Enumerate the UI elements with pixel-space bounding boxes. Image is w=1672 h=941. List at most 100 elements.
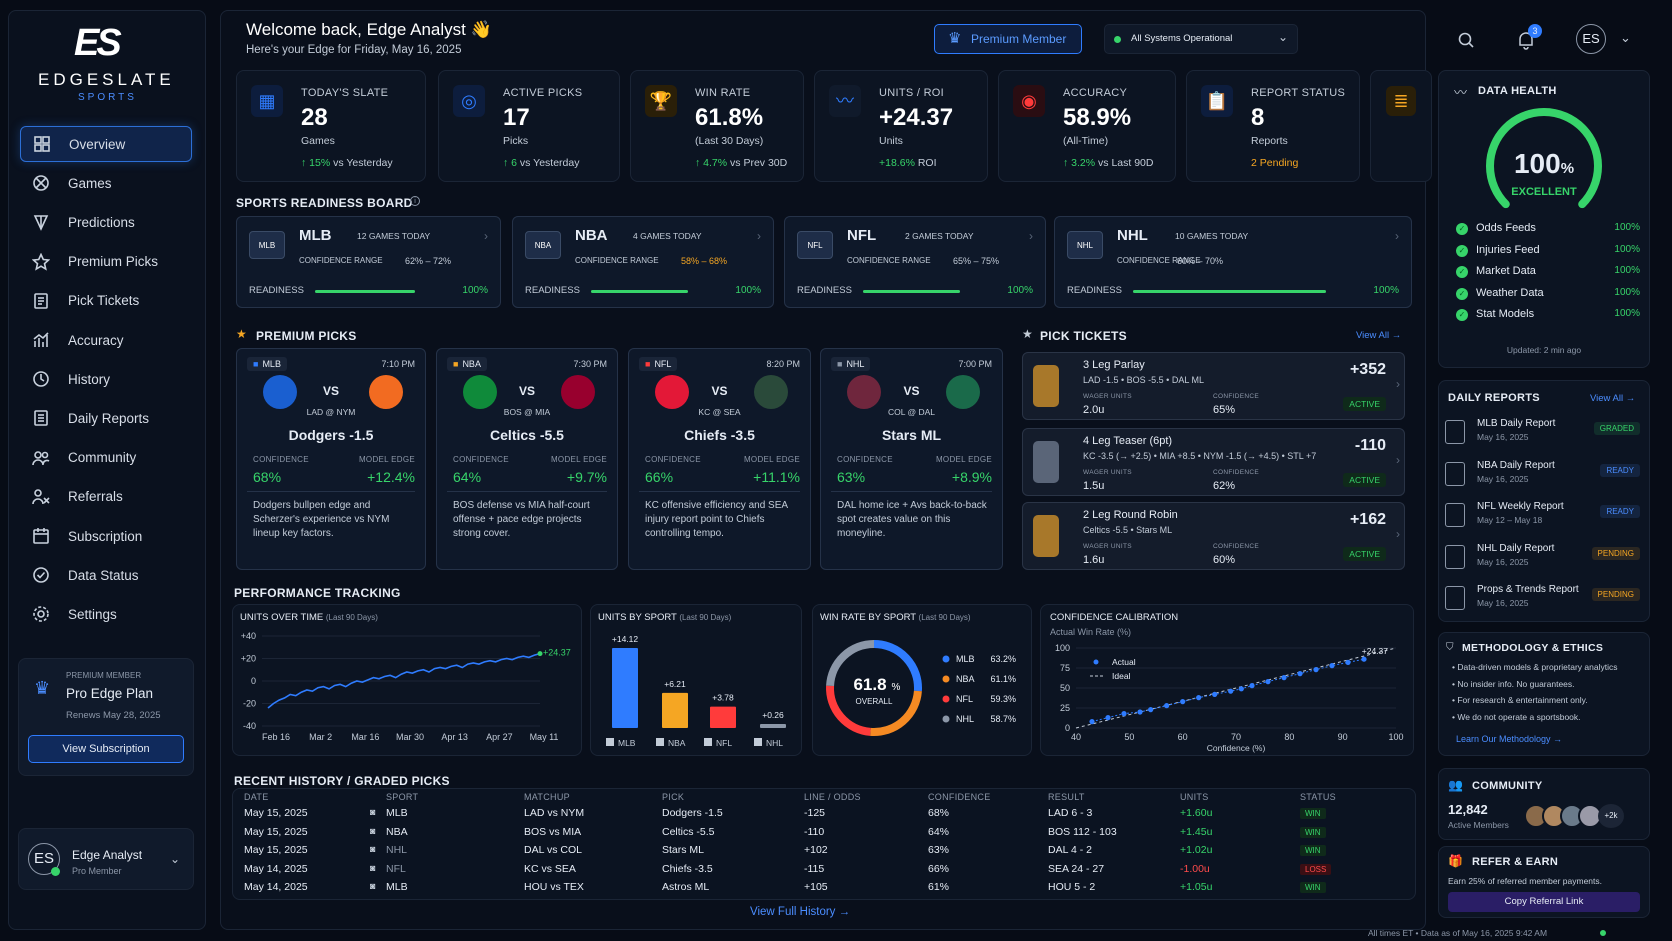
- calibration-point: [1121, 711, 1127, 717]
- report-item[interactable]: NHL Daily Report May 16, 2025 PENDING: [1445, 541, 1640, 579]
- history-cell-sport: MLB: [386, 807, 408, 819]
- nav-item-history[interactable]: History: [20, 361, 192, 397]
- avatar: ES: [28, 843, 60, 875]
- premium-pick-card[interactable]: ■ NHL 7:00 PM VS COL @ DAL Stars ML CONFIDENCE…: [820, 348, 1003, 570]
- report-item[interactable]: Props & Trends Report May 16, 2025 PENDING: [1445, 582, 1640, 620]
- view-subscription-button[interactable]: View Subscription: [28, 735, 184, 763]
- wager-label: WAGER UNITS: [1083, 393, 1132, 400]
- chevron-down-icon[interactable]: ⌄: [170, 852, 181, 866]
- model-edge-value: +9.7%: [566, 469, 607, 485]
- nav-item-community[interactable]: Community: [20, 440, 192, 476]
- info-icon[interactable]: i: [410, 196, 420, 206]
- nav-item-daily-reports[interactable]: Daily Reports: [20, 400, 192, 436]
- calibration-point: [1137, 709, 1143, 715]
- history-row[interactable]: May 14, 2025 ◙ MLB HOU vs TEX Astros ML +105 6…: [232, 881, 1412, 899]
- nav-item-premium-picks[interactable]: Premium Picks: [20, 244, 192, 280]
- stat-card-today-s-slate[interactable]: ▦ TODAY'S SLATE 28 Games ↑ 15% vs Yesterday: [236, 70, 426, 182]
- stat-value: 17: [503, 104, 530, 131]
- methodology-item: • We do not operate a sportsbook.: [1452, 711, 1581, 722]
- readiness-card-mlb[interactable]: MLB MLB 12 GAMES TODAY CONFIDENCE RANGE 62% …: [236, 216, 501, 308]
- x-axis-label: Confidence (%): [1207, 743, 1266, 753]
- premium-member-button[interactable]: Premium Member: [934, 24, 1082, 54]
- sport-dot-icon: ■: [645, 359, 651, 369]
- nav-item-games[interactable]: Games: [20, 165, 192, 201]
- view-full-history-link[interactable]: View Full History →: [750, 906, 851, 918]
- methodology-item: • For research & entertainment only.: [1452, 695, 1588, 705]
- bell-icon[interactable]: [1516, 30, 1536, 50]
- win-rate-card: [812, 604, 1032, 756]
- stat-card-report-status[interactable]: 📋 REPORT STATUS 8 Reports 2 Pending: [1186, 70, 1360, 182]
- calibration-subtitle: Actual Win Rate (%): [1050, 627, 1132, 637]
- nav-item-subscription[interactable]: Subscription: [20, 518, 192, 554]
- readiness-card-nba[interactable]: NBA NBA 4 GAMES TODAY CONFIDENCE RANGE 58% –…: [512, 216, 774, 308]
- calibration-point: [1249, 683, 1255, 689]
- confidence-label: CONFIDENCE: [1213, 543, 1259, 550]
- data-health-card: [1438, 70, 1650, 368]
- pick-ticket[interactable]: 3 Leg Parlay LAD -1.5 • BOS -5.5 • DAL ML…: [1022, 352, 1405, 420]
- sport-tag: ■ MLB: [247, 357, 287, 371]
- y-tick-label: +20: [241, 654, 256, 664]
- report-item[interactable]: NBA Daily Report May 16, 2025 READY: [1445, 458, 1640, 496]
- stat-card-accuracy[interactable]: ◉ ACCURACY 58.9% (All-Time) ↑ 3.2% vs Last 9…: [998, 70, 1176, 182]
- nav-item-data-status[interactable]: Data Status: [20, 557, 192, 593]
- history-cell-date: May 15, 2025: [244, 844, 308, 857]
- nav-item-settings[interactable]: Settings: [20, 596, 192, 632]
- community-count: 12,842: [1448, 802, 1488, 817]
- systems-dropdown[interactable]: All Systems Operational: [1104, 24, 1298, 54]
- game-time: 7:00 PM: [958, 359, 992, 369]
- stat-label: ACCURACY: [1063, 87, 1128, 99]
- nav-label: Settings: [68, 606, 117, 622]
- history-row[interactable]: May 14, 2025 ◙ NFL KC vs SEA Chiefs -3.5 -115…: [232, 863, 1412, 881]
- copy-referral-button[interactable]: Copy Referral Link: [1448, 892, 1640, 912]
- premium-pick-card[interactable]: ■ NBA 7:30 PM VS BOS @ MIA Celtics -5.5 CONFID…: [436, 348, 618, 570]
- nav-item-referrals[interactable]: Referrals: [20, 479, 192, 515]
- tickets-view-all[interactable]: View All →: [1356, 330, 1402, 341]
- nav-item-predictions[interactable]: Predictions: [20, 204, 192, 240]
- ideal-line: [1075, 647, 1397, 729]
- stat-card-win-rate[interactable]: 🏆 WIN RATE 61.8% (Last 30 Days) ↑ 4.7% vs Pr…: [630, 70, 804, 182]
- history-cell-conf: 63%: [928, 844, 950, 857]
- chevron-down-icon[interactable]: ⌄: [1620, 30, 1631, 45]
- legend-name: NBA: [956, 674, 975, 684]
- report-item[interactable]: MLB Daily Report May 16, 2025 GRADED: [1445, 416, 1640, 454]
- report-item[interactable]: NFL Weekly Report May 12 – May 18 READY: [1445, 499, 1640, 537]
- legend-actual: Actual: [1112, 657, 1136, 667]
- donut-slice-nfl: [826, 685, 871, 736]
- stat-unit: Reports: [1251, 135, 1288, 147]
- history-row[interactable]: May 15, 2025 ◙ MLB LAD vs NYM Dodgers -1.5 -1…: [232, 807, 1412, 825]
- history-cell-conf: 66%: [928, 862, 950, 875]
- ticket-status-badge: ACTIVE: [1343, 397, 1386, 411]
- pick-ticket[interactable]: 2 Leg Round Robin Celtics -5.5 • Stars ML…: [1022, 502, 1405, 570]
- stat-card-active-picks[interactable]: ◎ ACTIVE PICKS 17 Picks ↑ 6 vs Yesterday: [438, 70, 620, 182]
- feed-row: ✓ Market Data 100%: [1456, 265, 1640, 281]
- premium-pick-card[interactable]: ■ NFL 8:20 PM VS KC @ SEA Chiefs -3.5 CONFIDEN…: [628, 348, 811, 570]
- report-name: NFL Weekly Report: [1477, 501, 1564, 512]
- home-team-logo-icon: [561, 375, 595, 409]
- nav-item-pick-tickets[interactable]: Pick Tickets: [20, 283, 192, 319]
- search-icon[interactable]: [1458, 32, 1474, 48]
- away-team-logo-icon: [847, 375, 881, 409]
- nav-item-overview[interactable]: Overview: [20, 126, 192, 162]
- stat-card-units-roi[interactable]: 〰 UNITS / ROI +24.37 Units +18.6% ROI: [814, 70, 988, 182]
- pick-ticket[interactable]: 4 Leg Teaser (6pt) KC -3.5 (→ +2.5) • MIA…: [1022, 428, 1405, 496]
- units-line-chart: +40 +20 0 -20 -40 Feb 16 Mar 2 Mar 16 Mar 30 Apr …: [241, 631, 571, 742]
- crown-icon: ♛: [34, 678, 51, 698]
- methodology-link[interactable]: Learn Our Methodology →: [1456, 734, 1563, 744]
- header-avatar[interactable]: ES: [1576, 24, 1606, 54]
- away-team-logo-icon: [263, 375, 297, 409]
- bar-nba: [662, 692, 688, 728]
- history-row[interactable]: May 15, 2025 ◙ NHL DAL vs COL Stars ML +102 63…: [232, 844, 1412, 862]
- brand-logo[interactable]: ES: [74, 22, 122, 64]
- readiness-card-nfl[interactable]: NFL NFL 2 GAMES TODAY CONFIDENCE RANGE 65% –…: [784, 216, 1046, 308]
- reports-view-all[interactable]: View All →: [1590, 393, 1636, 404]
- stat-change: 2 Pending: [1251, 157, 1298, 169]
- premium-pick-card[interactable]: ■ MLB 7:10 PM VS LAD @ NYM Dodgers -1.5 CONFID…: [236, 348, 426, 570]
- feed-row: ✓ Stat Models 100%: [1456, 308, 1640, 324]
- pick-description: BOS defense vs MIA half-court offense + …: [453, 500, 590, 539]
- readiness-card-nhl[interactable]: NHL NHL 10 GAMES TODAY CONFIDENCE RANGE 60% …: [1054, 216, 1412, 308]
- history-row[interactable]: May 15, 2025 ◙ NBA BOS vs MIA Celtics -5.5 -1…: [232, 826, 1412, 844]
- nav-item-accuracy[interactable]: Accuracy: [20, 322, 192, 358]
- x-tick-label: May 11: [530, 732, 559, 742]
- legend-value: 58.7%: [990, 714, 1016, 724]
- calibration-point: [1089, 719, 1095, 725]
